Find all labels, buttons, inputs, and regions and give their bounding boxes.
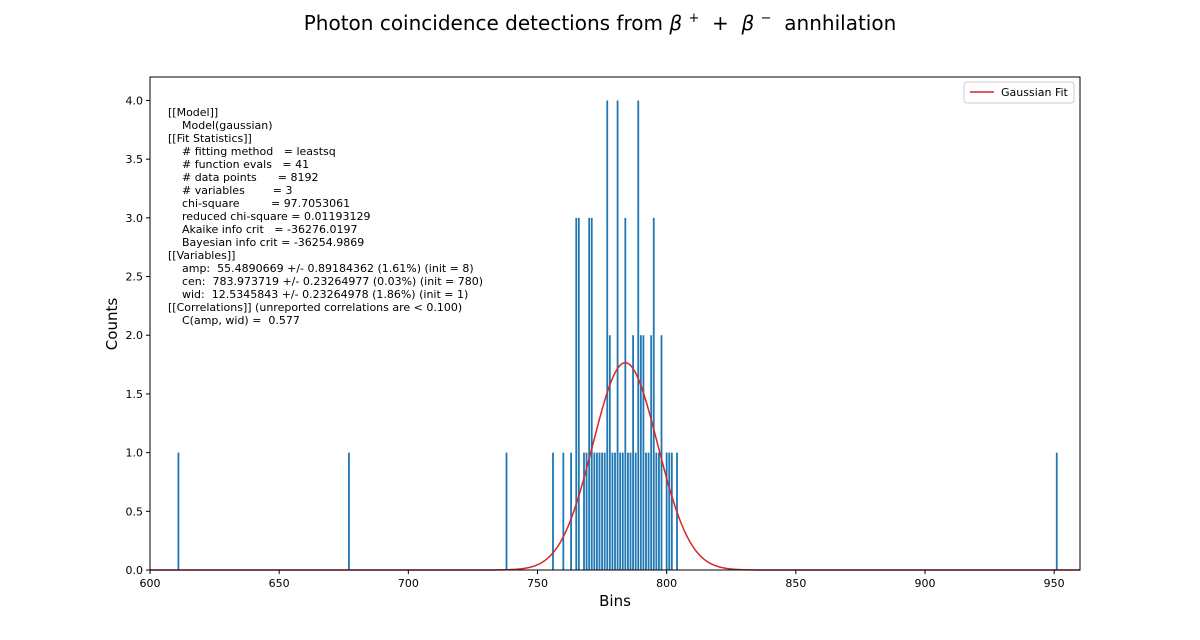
chart-title-sup-minus: − xyxy=(761,11,772,26)
bar xyxy=(660,335,663,570)
fit-report-line: [[Correlations]] (unreported correlation… xyxy=(168,301,462,314)
fit-report-line: # fitting method = leastsq xyxy=(168,145,336,158)
bar xyxy=(505,452,508,570)
bars-layer xyxy=(177,100,1058,571)
bar xyxy=(177,452,180,570)
fit-report-line: chi-square = 97.7053061 xyxy=(168,197,350,210)
fit-report-line: # variables = 3 xyxy=(168,184,293,197)
y-tick-label: 1.0 xyxy=(126,447,144,460)
bar xyxy=(601,452,603,570)
fit-report-line: [[Model]] xyxy=(168,106,218,119)
y-tick-label: 3.5 xyxy=(126,153,144,166)
y-tick-label: 0.5 xyxy=(126,505,144,518)
x-tick-label: 700 xyxy=(398,577,419,590)
bar xyxy=(585,452,588,570)
bar xyxy=(608,335,611,570)
fit-report-line: # data points = 8192 xyxy=(168,171,318,184)
fit-report-line: Bayesian info crit = -36254.9869 xyxy=(168,236,364,249)
bar xyxy=(575,217,578,571)
bar xyxy=(606,100,609,570)
bar xyxy=(665,452,668,570)
chart-title: Photon coincidence detections from β + +… xyxy=(304,3,897,35)
bar xyxy=(670,452,673,570)
bar xyxy=(348,452,350,570)
x-tick-label: 600 xyxy=(140,577,161,590)
fit-report-line: reduced chi-square = 0.01193129 xyxy=(168,210,371,223)
chart-title-plus: + xyxy=(706,11,735,35)
bar xyxy=(570,452,572,570)
y-tick-label: 1.5 xyxy=(126,388,144,401)
bar xyxy=(583,452,585,570)
fit-report-line: cen: 783.973719 +/- 0.23264977 (0.03%) (… xyxy=(168,275,483,288)
x-tick-label: 800 xyxy=(656,577,677,590)
fit-report-line: [[Fit Statistics]] xyxy=(168,132,252,145)
bar xyxy=(596,452,598,570)
y-tick-label: 3.0 xyxy=(126,212,144,225)
y-tick-label: 2.0 xyxy=(126,329,144,342)
bar xyxy=(629,452,632,570)
bar xyxy=(616,100,619,570)
y-tick-label: 4.0 xyxy=(126,94,144,107)
bar xyxy=(650,335,653,570)
bar xyxy=(645,452,647,570)
fit-report-line: C(amp, wid) = 0.577 xyxy=(168,314,300,327)
plot-frame xyxy=(149,76,1081,571)
bar xyxy=(647,452,650,570)
fit-report-line: # function evals = 41 xyxy=(168,158,309,171)
x-tick-label: 750 xyxy=(527,577,548,590)
bar xyxy=(611,452,614,570)
y-axis-label: Counts xyxy=(103,298,121,351)
fit-report-line: amp: 55.4890669 +/- 0.89184362 (1.61%) (… xyxy=(168,262,474,275)
fit-report-line: [[Variables]] xyxy=(168,249,235,262)
y-axis: 0.0 0.5 1.0 1.5 2.0 2.5 3.0 3.5 4.0 xyxy=(126,94,150,577)
chart-title-tail: annhilation xyxy=(778,11,896,35)
bar xyxy=(590,217,593,571)
chart-title-text: Photon coincidence detections from xyxy=(304,11,663,35)
y-tick-label: 0.0 xyxy=(126,564,144,577)
bar xyxy=(588,217,591,571)
legend-box xyxy=(963,81,1075,104)
fit-report: [[Model]] Model(gaussian)[[Fit Statistic… xyxy=(168,106,483,327)
chart-title-sup-plus: + xyxy=(688,11,699,26)
bar xyxy=(668,452,671,570)
x-axis: 600 650 700 750 800 850 900 950 xyxy=(140,570,1065,590)
y-tick-label: 2.5 xyxy=(126,271,144,284)
bar xyxy=(627,452,629,570)
bar xyxy=(593,452,596,570)
fit-report-line: Model(gaussian) xyxy=(168,119,273,132)
bar xyxy=(562,452,565,570)
bar xyxy=(637,100,640,570)
x-tick-label: 950 xyxy=(1044,577,1065,590)
bar xyxy=(1055,452,1058,570)
fit-report-line: Akaike info crit = -36276.0197 xyxy=(168,223,357,236)
bar xyxy=(603,452,606,570)
bar xyxy=(621,452,624,570)
chart-title-beta-minus: β xyxy=(741,11,755,35)
fit-report-line: wid: 12.5345843 +/- 0.23264978 (1.86%) (… xyxy=(168,288,468,301)
bar xyxy=(598,452,601,570)
bar xyxy=(642,335,645,570)
x-tick-label: 850 xyxy=(785,577,806,590)
bar xyxy=(552,452,554,570)
bar xyxy=(639,335,642,570)
bar xyxy=(624,217,627,571)
x-tick-label: 650 xyxy=(269,577,290,590)
bar xyxy=(658,452,660,570)
legend: Gaussian Fit xyxy=(963,81,1075,104)
x-tick-label: 900 xyxy=(915,577,936,590)
bar xyxy=(634,452,637,570)
x-axis-label: Bins xyxy=(599,592,631,610)
chart-title-beta-plus: β xyxy=(668,11,682,35)
bar xyxy=(619,452,622,570)
bar xyxy=(577,217,580,571)
bar xyxy=(652,217,655,571)
bar xyxy=(614,452,616,570)
legend-label-gaussian-fit: Gaussian Fit xyxy=(1001,86,1069,99)
bar xyxy=(655,452,658,570)
bar xyxy=(632,335,634,570)
